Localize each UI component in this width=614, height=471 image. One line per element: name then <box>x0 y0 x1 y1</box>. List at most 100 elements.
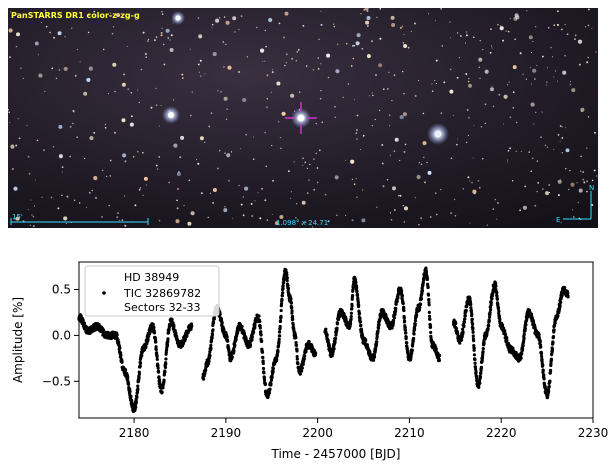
background-star <box>28 172 31 175</box>
background-star <box>144 53 147 55</box>
background-star <box>127 88 130 91</box>
background-star <box>479 187 481 189</box>
background-star <box>66 195 69 198</box>
data-points <box>77 266 570 414</box>
background-star <box>172 99 175 101</box>
data-point-segment-2 <box>284 268 288 272</box>
background-star <box>435 213 438 216</box>
background-star <box>526 10 528 12</box>
background-star <box>401 25 404 28</box>
data-point-segment-1 <box>129 394 133 398</box>
background-star <box>465 31 468 33</box>
background-star <box>190 211 195 216</box>
data-point-segment-2 <box>302 359 306 364</box>
data-point-segment-2 <box>211 328 215 332</box>
data-point-segment-2 <box>258 319 262 324</box>
data-point-segment-4 <box>475 376 479 380</box>
data-point-segment-3 <box>350 307 354 311</box>
data-point-segment-3 <box>411 341 415 346</box>
background-star <box>402 70 404 73</box>
background-star <box>232 16 237 21</box>
background-star <box>364 8 369 11</box>
background-star <box>381 144 384 146</box>
background-star <box>304 161 307 164</box>
background-star <box>285 61 288 64</box>
data-point-segment-2 <box>208 354 212 358</box>
background-star <box>424 181 426 184</box>
bright-star-3 <box>171 11 185 25</box>
data-point-segment-4 <box>472 339 476 343</box>
data-point-segment-4 <box>523 326 528 331</box>
data-point-segment-3 <box>410 348 414 353</box>
data-point-segment-3 <box>348 321 353 325</box>
data-point-segment-1 <box>156 364 160 368</box>
background-star <box>188 179 191 182</box>
background-star <box>477 179 480 182</box>
background-star <box>595 51 597 53</box>
background-star <box>268 17 273 23</box>
data-point-segment-2 <box>279 302 284 306</box>
data-point-segment-1 <box>134 405 138 409</box>
background-star <box>443 81 446 84</box>
data-point-segment-4 <box>551 334 556 339</box>
background-star <box>217 90 219 92</box>
background-star <box>49 31 51 34</box>
background-star <box>577 39 583 44</box>
data-point-segment-1 <box>163 370 167 374</box>
background-star <box>548 191 551 194</box>
background-star <box>130 92 133 94</box>
star-field <box>8 8 598 228</box>
data-point-segment-4 <box>473 365 478 369</box>
data-point-segment-1 <box>130 400 134 404</box>
data-point-segment-2 <box>294 336 298 340</box>
background-star <box>512 91 515 93</box>
background-star <box>550 46 552 49</box>
background-star <box>15 45 18 48</box>
background-star <box>238 71 240 73</box>
data-point-segment-1 <box>185 333 189 337</box>
data-point-segment-3 <box>372 355 377 359</box>
data-point-segment-2 <box>270 375 274 379</box>
data-point-segment-1 <box>136 387 140 391</box>
data-point-segment-3 <box>349 314 353 319</box>
background-star <box>515 150 517 153</box>
background-star <box>95 196 97 199</box>
background-star <box>255 26 258 29</box>
background-star <box>52 146 55 148</box>
background-star <box>301 200 306 205</box>
data-point-segment-3 <box>358 316 362 320</box>
data-point-segment-3 <box>434 347 438 351</box>
background-star <box>265 165 267 167</box>
data-point-segment-4 <box>549 369 553 373</box>
legend-box <box>84 265 220 317</box>
background-star <box>306 192 309 195</box>
background-star <box>473 125 475 126</box>
background-star <box>137 89 139 91</box>
x-tick-label: 2230 <box>578 426 609 440</box>
data-point-segment-4 <box>488 310 492 315</box>
background-star <box>576 182 578 184</box>
background-star <box>93 132 96 134</box>
background-star <box>484 103 487 106</box>
background-star <box>138 188 141 191</box>
data-point-segment-1 <box>118 346 122 350</box>
background-star <box>93 10 96 13</box>
background-star <box>587 8 590 11</box>
background-star <box>142 194 144 196</box>
background-star <box>499 25 502 27</box>
background-star <box>76 48 78 50</box>
background-star <box>388 71 390 74</box>
background-star <box>491 85 493 87</box>
background-star <box>9 56 11 58</box>
background-star <box>427 13 430 15</box>
data-point-segment-4 <box>522 332 526 336</box>
background-star <box>469 180 471 182</box>
data-point-segment-1 <box>119 353 123 357</box>
background-star <box>560 222 562 224</box>
data-point-segment-2 <box>291 317 295 321</box>
background-star <box>61 171 63 173</box>
background-star <box>587 56 589 59</box>
data-point-segment-4 <box>463 317 467 321</box>
background-star <box>245 134 247 136</box>
data-point-segment-2 <box>263 382 267 387</box>
